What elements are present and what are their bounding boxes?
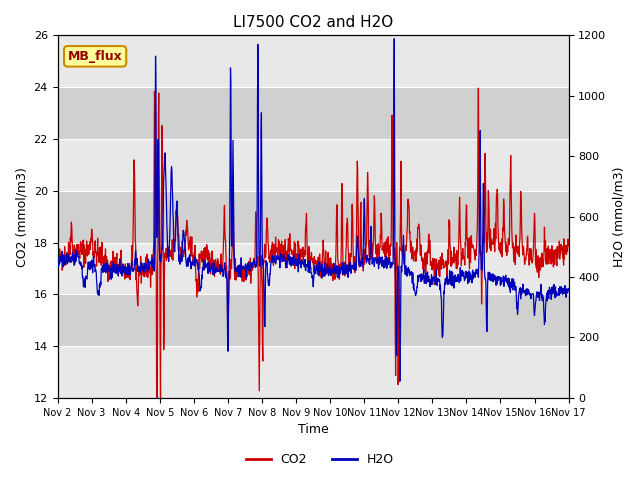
- Bar: [58, 36, 568, 87]
- Bar: [58, 87, 568, 139]
- Text: MB_flux: MB_flux: [68, 50, 122, 63]
- Bar: [58, 139, 568, 191]
- Bar: [58, 191, 568, 242]
- Bar: [58, 294, 568, 346]
- Title: LI7500 CO2 and H2O: LI7500 CO2 and H2O: [233, 15, 393, 30]
- Y-axis label: CO2 (mmol/m3): CO2 (mmol/m3): [15, 167, 28, 266]
- Bar: [58, 346, 568, 398]
- Y-axis label: H2O (mmol/m3): H2O (mmol/m3): [612, 167, 625, 267]
- Legend: CO2, H2O: CO2, H2O: [241, 448, 399, 471]
- X-axis label: Time: Time: [298, 423, 328, 436]
- Bar: [58, 242, 568, 294]
